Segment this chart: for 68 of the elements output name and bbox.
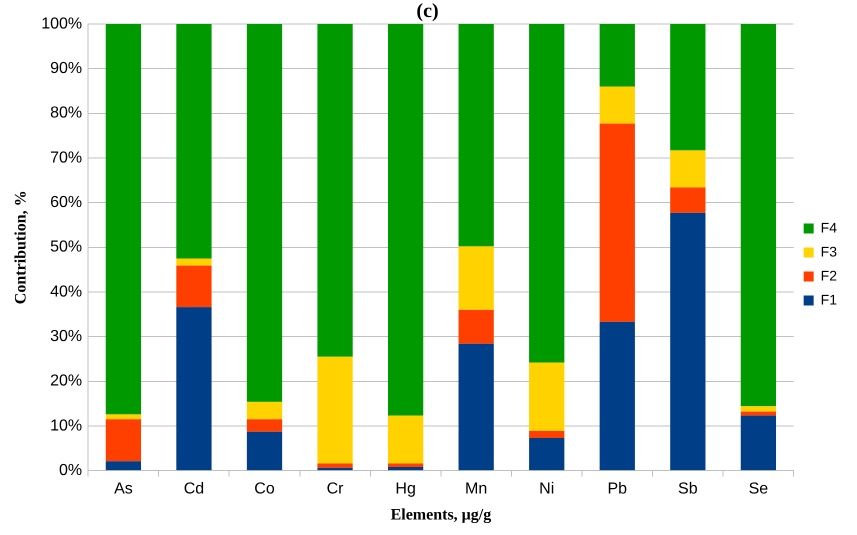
- x-tick-label: Cd: [184, 480, 204, 498]
- legend-label: F4: [820, 219, 838, 236]
- bar: [388, 24, 424, 416]
- bar: [740, 412, 776, 416]
- y-tick-label: 0%: [58, 462, 82, 480]
- x-tick-label: Hg: [395, 480, 416, 498]
- bar: [176, 266, 212, 308]
- bar: [317, 463, 353, 468]
- bar: [176, 307, 212, 470]
- bar: [740, 406, 776, 412]
- y-tick-label: 90%: [50, 60, 82, 78]
- bar: [670, 150, 706, 188]
- bar: [388, 467, 424, 470]
- bar: [529, 430, 564, 438]
- y-tick-label: 30%: [50, 328, 82, 346]
- bar: [529, 438, 564, 470]
- x-tick-label: Pb: [607, 480, 628, 498]
- y-tick-label: 40%: [50, 283, 82, 300]
- y-tick-label: 20%: [50, 372, 82, 390]
- bar: [246, 24, 282, 402]
- bar: [600, 124, 635, 322]
- bar: [458, 24, 494, 246]
- bar: [600, 322, 635, 470]
- x-tick-label: As: [114, 480, 133, 498]
- bar: [317, 24, 353, 357]
- bar: [106, 414, 142, 420]
- bar: [600, 86, 635, 124]
- bar: [740, 416, 776, 470]
- x-tick-label: Se: [748, 480, 768, 498]
- bar: [600, 24, 635, 87]
- y-tick-label: 10%: [50, 417, 82, 434]
- bar: [740, 24, 776, 406]
- y-tick-label: 60%: [50, 194, 82, 212]
- bar: [458, 246, 494, 310]
- y-tick-label: 70%: [50, 149, 82, 166]
- legend-label: F3: [820, 243, 838, 260]
- bar: [529, 24, 564, 363]
- bar: [670, 24, 706, 150]
- chart-title: (c): [416, 0, 439, 22]
- bar: [317, 356, 353, 464]
- bar: [388, 463, 424, 468]
- y-axis-title: Contribution, %: [12, 190, 30, 304]
- x-tick-label: Ni: [539, 480, 554, 498]
- bar: [529, 362, 564, 431]
- bar: [106, 419, 142, 462]
- y-tick-label: 80%: [50, 104, 82, 122]
- bar: [670, 212, 706, 470]
- bar: [458, 310, 494, 344]
- bar: [670, 187, 706, 213]
- bar: [176, 24, 212, 258]
- bar: [246, 402, 282, 420]
- bar: [246, 419, 282, 432]
- x-axis-title: Elements, μg/g: [390, 506, 492, 524]
- x-tick-label: Mn: [465, 480, 488, 498]
- x-tick-label: Cr: [326, 480, 344, 498]
- bar: [106, 461, 142, 470]
- bar: [458, 344, 494, 470]
- bar: [388, 416, 424, 464]
- bar: [176, 258, 212, 266]
- bar: [106, 24, 142, 414]
- y-tick-label: 50%: [50, 238, 82, 256]
- bar: [246, 432, 282, 470]
- x-tick-label: Sb: [678, 480, 698, 498]
- legend-label: F1: [820, 291, 838, 308]
- legend-label: F2: [820, 267, 838, 284]
- bar: [317, 468, 353, 470]
- y-tick-label: 100%: [41, 15, 82, 32]
- x-tick-label: Co: [254, 480, 275, 498]
